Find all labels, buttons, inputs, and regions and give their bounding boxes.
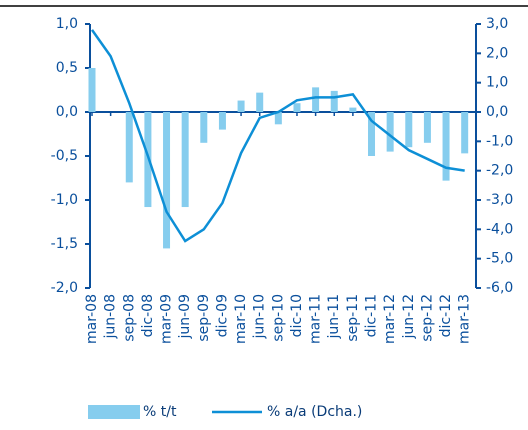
y-tick-label: 0,5 — [56, 60, 78, 76]
y2-tick-label: -3,0 — [486, 192, 513, 208]
legend-label: % a/a (Dcha.) — [267, 404, 362, 420]
x-tick-label: sep-10 — [270, 294, 286, 342]
bar — [256, 92, 264, 112]
bar — [405, 112, 413, 148]
x-tick-label: dic-08 — [140, 294, 156, 337]
bar — [423, 112, 431, 143]
x-tick-label: sep-11 — [345, 294, 361, 342]
x-tick-label: jun-12 — [401, 294, 417, 340]
bar — [442, 112, 450, 181]
legend-swatch — [88, 405, 140, 419]
bar — [125, 112, 133, 183]
bar — [312, 87, 320, 112]
bar — [368, 112, 376, 156]
y2-tick-label: 3,0 — [486, 16, 508, 32]
x-tick-label: mar-08 — [84, 294, 100, 344]
y2-tick-label: 2,0 — [486, 45, 508, 61]
line — [90, 29, 465, 243]
y-tick-label: 1,0 — [56, 16, 78, 32]
y-tick-label: 0,0 — [56, 104, 78, 120]
x-tick-label: sep-08 — [121, 294, 137, 342]
bar — [349, 107, 357, 112]
y-tick-label: -2,0 — [51, 280, 78, 296]
y2-tick-label: -5,0 — [486, 251, 513, 267]
y-tick-label: -0,5 — [51, 148, 78, 164]
bar — [461, 112, 469, 154]
legend-label: % t/t — [143, 404, 177, 420]
x-tick-label: dic-11 — [364, 294, 380, 337]
bar — [386, 112, 394, 152]
x-tick-label: mar-12 — [382, 294, 398, 344]
x-tick-label: jun-11 — [326, 294, 342, 340]
x-tick-label: dic-09 — [214, 294, 230, 337]
x-tick-label: jun-08 — [103, 294, 119, 340]
bar — [237, 100, 245, 112]
y-tick-label: -1,5 — [51, 236, 78, 252]
x-tick-label: sep-12 — [419, 294, 435, 342]
y2-tick-label: 0,0 — [486, 104, 508, 120]
x-tick-label: mar-10 — [233, 294, 249, 344]
y2-tick-label: -2,0 — [486, 163, 513, 179]
y2-tick-label: -4,0 — [486, 221, 513, 237]
bar — [181, 112, 189, 208]
bar — [88, 68, 96, 112]
bar — [293, 103, 301, 112]
bar — [200, 112, 208, 143]
y2-tick-label: -6,0 — [486, 280, 513, 296]
y2-tick-label: -1,0 — [486, 133, 513, 149]
x-tick-label: mar-09 — [159, 294, 175, 344]
x-tick-label: jun-10 — [252, 294, 268, 340]
y-tick-label: -1,0 — [51, 192, 78, 208]
x-tick-label: mar-13 — [457, 294, 473, 344]
bar — [274, 112, 282, 125]
bar — [330, 90, 338, 112]
bar — [218, 112, 226, 130]
x-tick-label: dic-10 — [289, 294, 305, 337]
y2-tick-label: 1,0 — [486, 75, 508, 91]
x-tick-label: mar-11 — [308, 294, 324, 344]
x-tick-label: dic-12 — [438, 294, 454, 337]
x-tick-label: jun-09 — [177, 294, 193, 340]
bar — [163, 112, 171, 249]
x-tick-label: sep-09 — [196, 294, 212, 342]
